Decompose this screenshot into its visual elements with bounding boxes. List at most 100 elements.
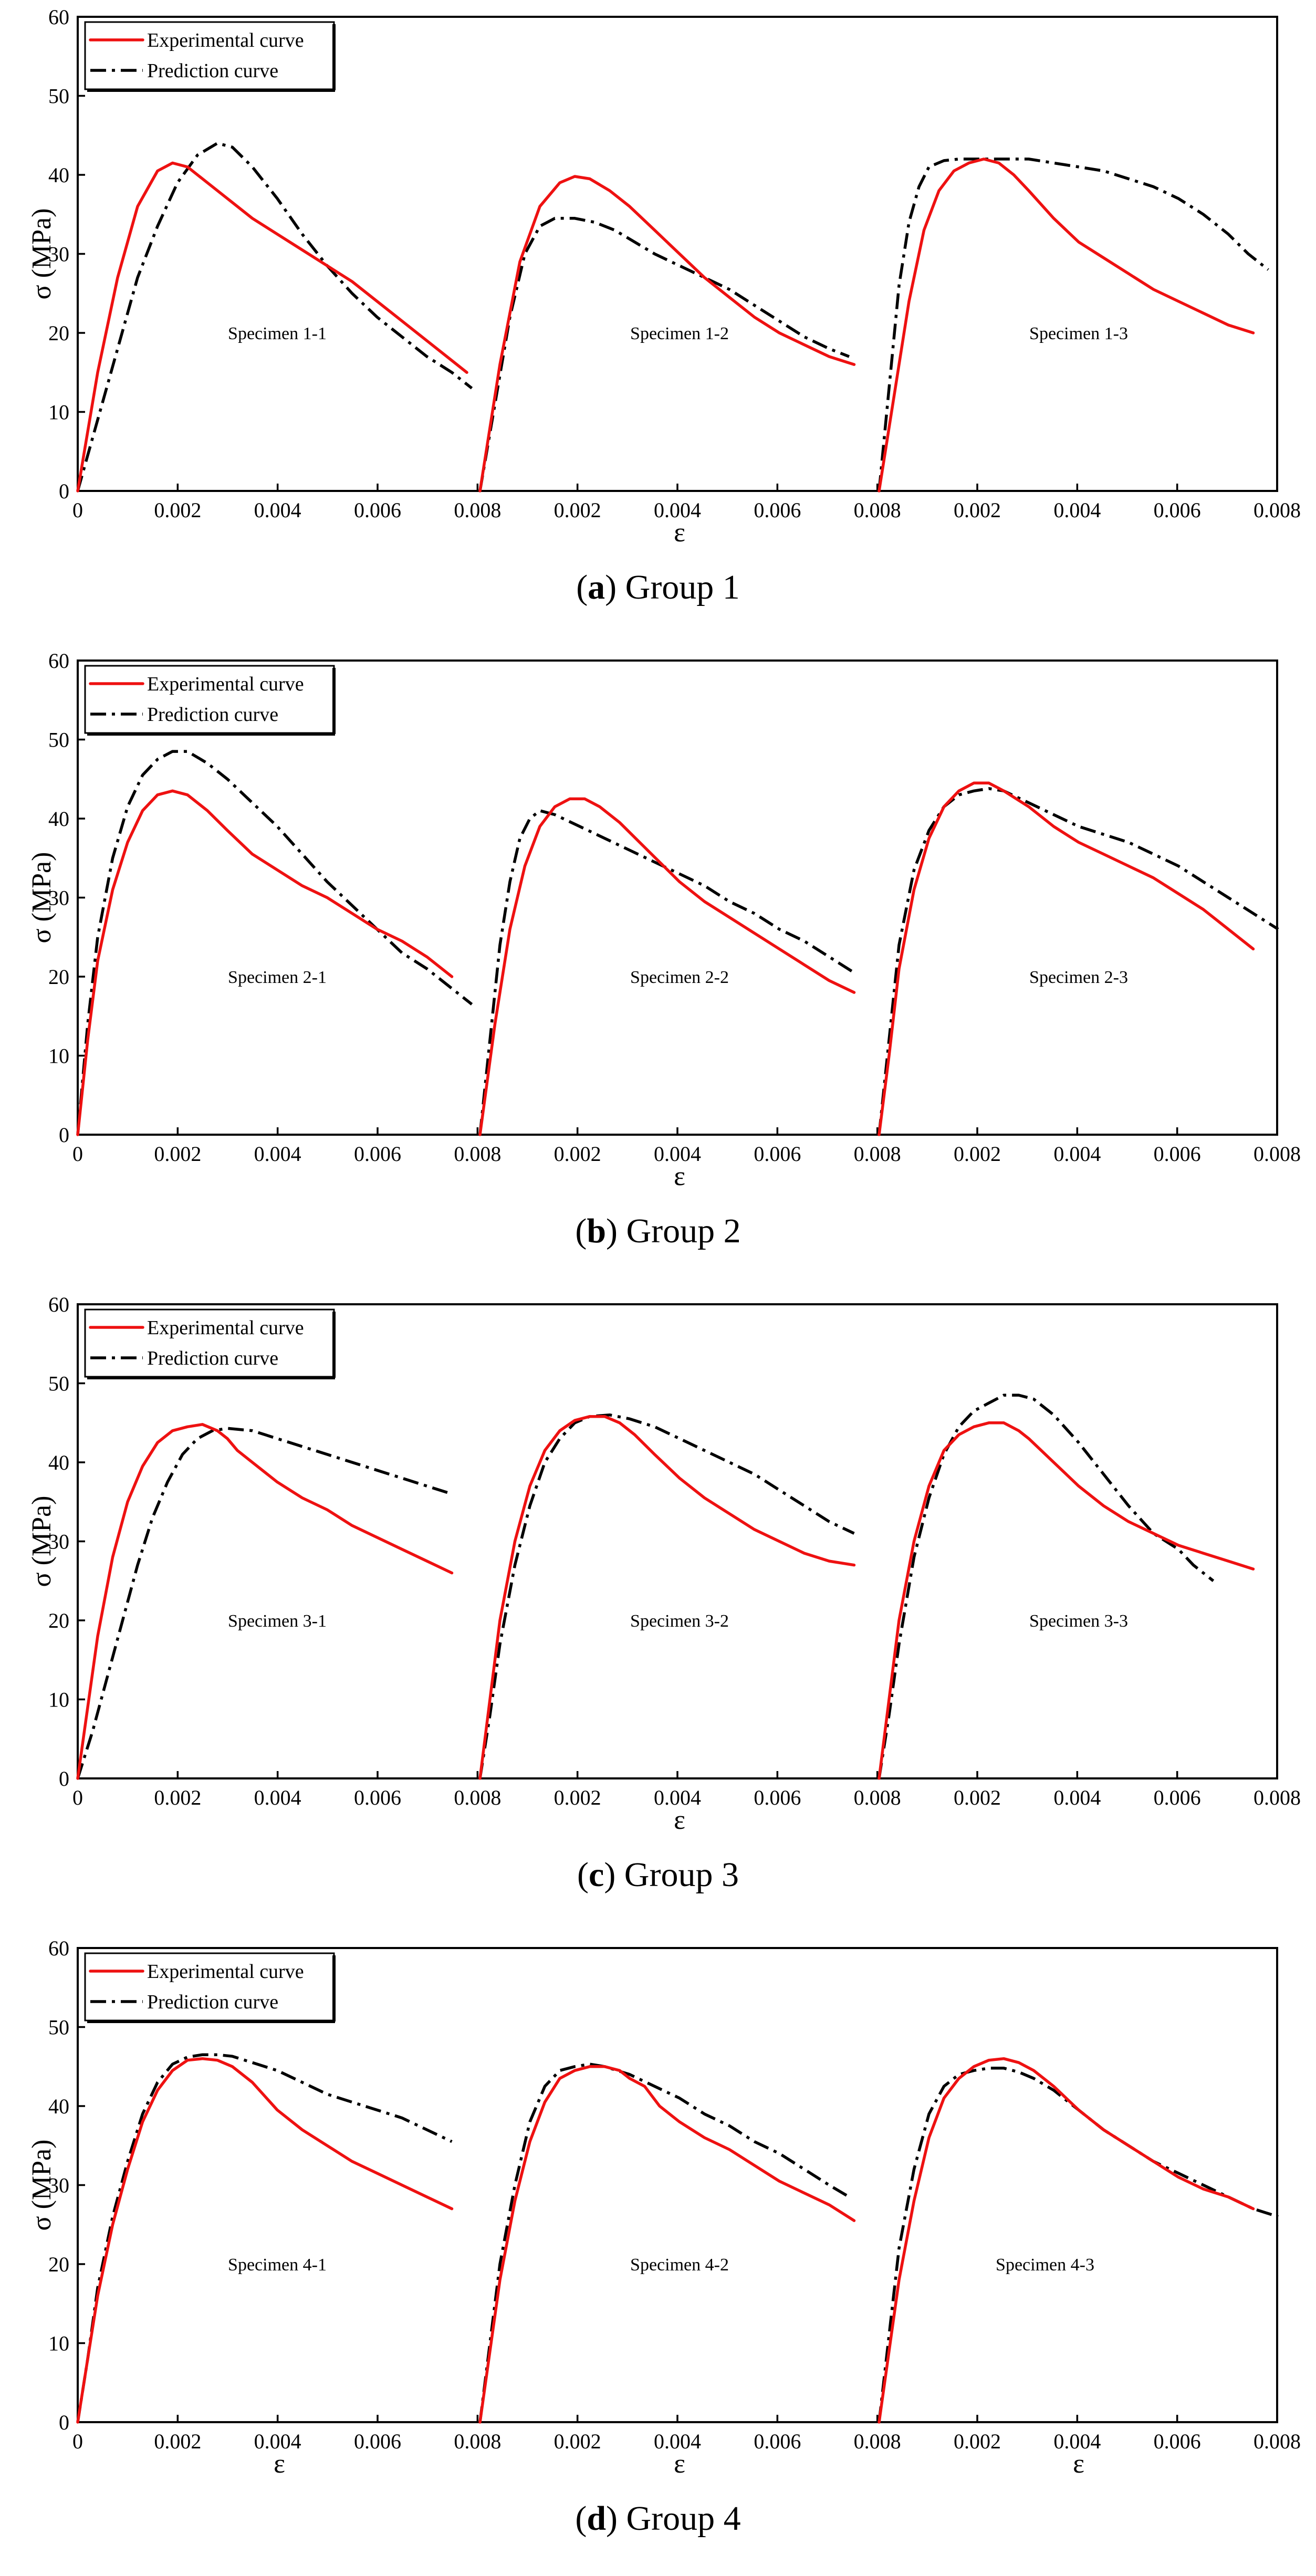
x-tick-label: 0 <box>72 1786 83 1809</box>
x-tick-label: 0.006 <box>754 498 801 522</box>
y-tick-label: 30 <box>48 243 69 266</box>
legend-prediction-label: Prediction curve <box>147 60 278 82</box>
x-tick-label: 0.002 <box>554 1786 601 1809</box>
x-tick-label: 0.002 <box>554 1142 601 1166</box>
y-tick-label: 30 <box>48 1530 69 1554</box>
x-tick-label: 0.006 <box>754 1142 801 1166</box>
y-tick-label: 0 <box>59 1767 69 1790</box>
y-tick-label: 0 <box>59 479 69 503</box>
x-tick-label: 0.006 <box>1154 1142 1201 1166</box>
x-tick-label: 0.006 <box>1154 1786 1201 1809</box>
x-tick-label: 0.008 <box>1254 2430 1301 2453</box>
x-tick-label: 0.004 <box>654 1786 701 1809</box>
chart-panel-b: 0 10 20 30 40 50 60 0 0.002 0.004 0.006 0.008 0.002 0… <box>27 649 1301 1250</box>
x-tick-label: 0.004 <box>254 1786 301 1809</box>
x-tick-label: 0.002 <box>154 1786 201 1809</box>
y-tick-label: 20 <box>48 321 69 345</box>
y-tick-label: 50 <box>48 728 69 752</box>
x-tick-label: 0.004 <box>1053 2430 1101 2453</box>
x-tick-label: 0.006 <box>1154 498 1201 522</box>
y-tick-label: 60 <box>48 1936 69 1960</box>
experimental-curve-specimen-1-1 <box>76 161 468 493</box>
specimen-label: Specimen 4-3 <box>996 2255 1094 2275</box>
prediction-curve-specimen-1-2 <box>478 217 850 491</box>
prediction-curve-specimen-3-1 <box>76 1427 453 1779</box>
x-tick-label: 0.008 <box>454 1142 501 1166</box>
y-axis-title: σ (MPa) <box>27 852 57 944</box>
specimen-label: Specimen 3-3 <box>1029 1611 1128 1631</box>
y-tick-label: 20 <box>48 965 69 989</box>
x-tick-label: 0.006 <box>754 1786 801 1809</box>
x-tick-label: 0.004 <box>1053 498 1101 522</box>
specimen-label: Specimen 2-2 <box>630 968 729 987</box>
x-tick-label: 0.006 <box>354 498 401 522</box>
x-axis-title: ε <box>674 2449 685 2479</box>
legend-experimental-label: Experimental curve <box>147 1317 304 1339</box>
experimental-curve-specimen-4-2 <box>478 2065 856 2424</box>
x-tick-label: 0.008 <box>854 2430 901 2453</box>
specimen-label: Specimen 3-2 <box>630 1611 729 1631</box>
x-tick-label: 0.008 <box>854 1142 901 1166</box>
x-tick-label: 0.004 <box>254 498 301 522</box>
x-tick-label: 0.008 <box>454 2430 501 2453</box>
x-tick-label: 0.002 <box>954 1142 1001 1166</box>
panel-caption: (b) Group 2 <box>575 1212 740 1250</box>
specimen-label: Specimen 3-1 <box>228 1611 327 1631</box>
x-tick-label: 0.006 <box>354 1786 401 1809</box>
legend-box <box>84 1952 335 2022</box>
x-tick-label: 0.002 <box>954 2430 1001 2453</box>
x-tick-label: 0.004 <box>254 2430 301 2453</box>
y-tick-label: 40 <box>48 1451 69 1474</box>
y-tick-label: 10 <box>48 1044 69 1068</box>
prediction-curve-specimen-3-2 <box>478 1413 855 1779</box>
y-axis-title: σ (MPa) <box>27 1496 57 1587</box>
x-tick-label: 0.002 <box>554 2430 601 2453</box>
legend-experimental-label: Experimental curve <box>147 673 304 695</box>
legend: Experimental curve Prediction curve <box>84 21 336 92</box>
legend-experimental-label: Experimental curve <box>147 29 304 51</box>
experimental-curve-specimen-3-3 <box>878 1421 1255 1780</box>
y-tick-label: 40 <box>48 807 69 831</box>
x-tick-label: 0 <box>72 1142 83 1166</box>
x-tick-label: 0.004 <box>654 1142 701 1166</box>
specimen-label: Specimen 1-1 <box>228 324 327 343</box>
x-tick-label: 0.008 <box>1254 1786 1301 1809</box>
experimental-curve-specimen-1-3 <box>878 158 1255 493</box>
x-tick-label: 0.006 <box>1154 2430 1201 2453</box>
x-tick-label: 0.002 <box>954 1786 1001 1809</box>
prediction-curve-specimen-4-1 <box>76 2053 453 2423</box>
x-tick-label: 0.008 <box>1254 498 1301 522</box>
panel-caption: (a) Group 1 <box>576 568 740 606</box>
experimental-curve-specimen-3-2 <box>478 1415 856 1780</box>
x-tick-label: 0.002 <box>554 498 601 522</box>
prediction-curve-specimen-3-3 <box>878 1394 1215 1779</box>
x-axis-title: ε <box>674 1805 685 1835</box>
prediction-curve-specimen-2-1 <box>76 750 473 1135</box>
experimental-curve-specimen-1-2 <box>478 175 856 493</box>
x-tick-label: 0.008 <box>1254 1142 1301 1166</box>
y-axis-title: σ (MPa) <box>27 208 57 300</box>
prediction-curve-specimen-2-3 <box>878 787 1279 1135</box>
x-tick-label: 0.006 <box>354 2430 401 2453</box>
prediction-curve-specimen-4-2 <box>478 2062 850 2423</box>
y-tick-label: 40 <box>48 2095 69 2118</box>
specimen-label: Specimen 4-2 <box>630 2255 729 2275</box>
x-tick-label: 0.004 <box>254 1142 301 1166</box>
experimental-curve-specimen-3-1 <box>76 1423 454 1780</box>
x-tick-label: 0.002 <box>154 1142 201 1166</box>
y-tick-label: 0 <box>59 1123 69 1147</box>
x-axis-title: ε <box>674 1161 685 1191</box>
prediction-curve-specimen-1-3 <box>878 158 1269 491</box>
experimental-curve-specimen-2-1 <box>76 789 454 1136</box>
y-tick-label: 10 <box>48 1688 69 1712</box>
x-tick-label: 0.004 <box>654 2430 701 2453</box>
x-tick-label: 0.002 <box>154 498 201 522</box>
x-tick-label: 0.004 <box>1053 1786 1101 1809</box>
x-tick-label: 0.008 <box>454 498 501 522</box>
legend-box <box>84 21 335 90</box>
experimental-curve-specimen-2-3 <box>878 781 1255 1136</box>
y-axis-title: σ (MPa) <box>27 2140 57 2231</box>
legend-prediction-label: Prediction curve <box>147 1991 278 2013</box>
y-tick-label: 50 <box>48 85 69 108</box>
